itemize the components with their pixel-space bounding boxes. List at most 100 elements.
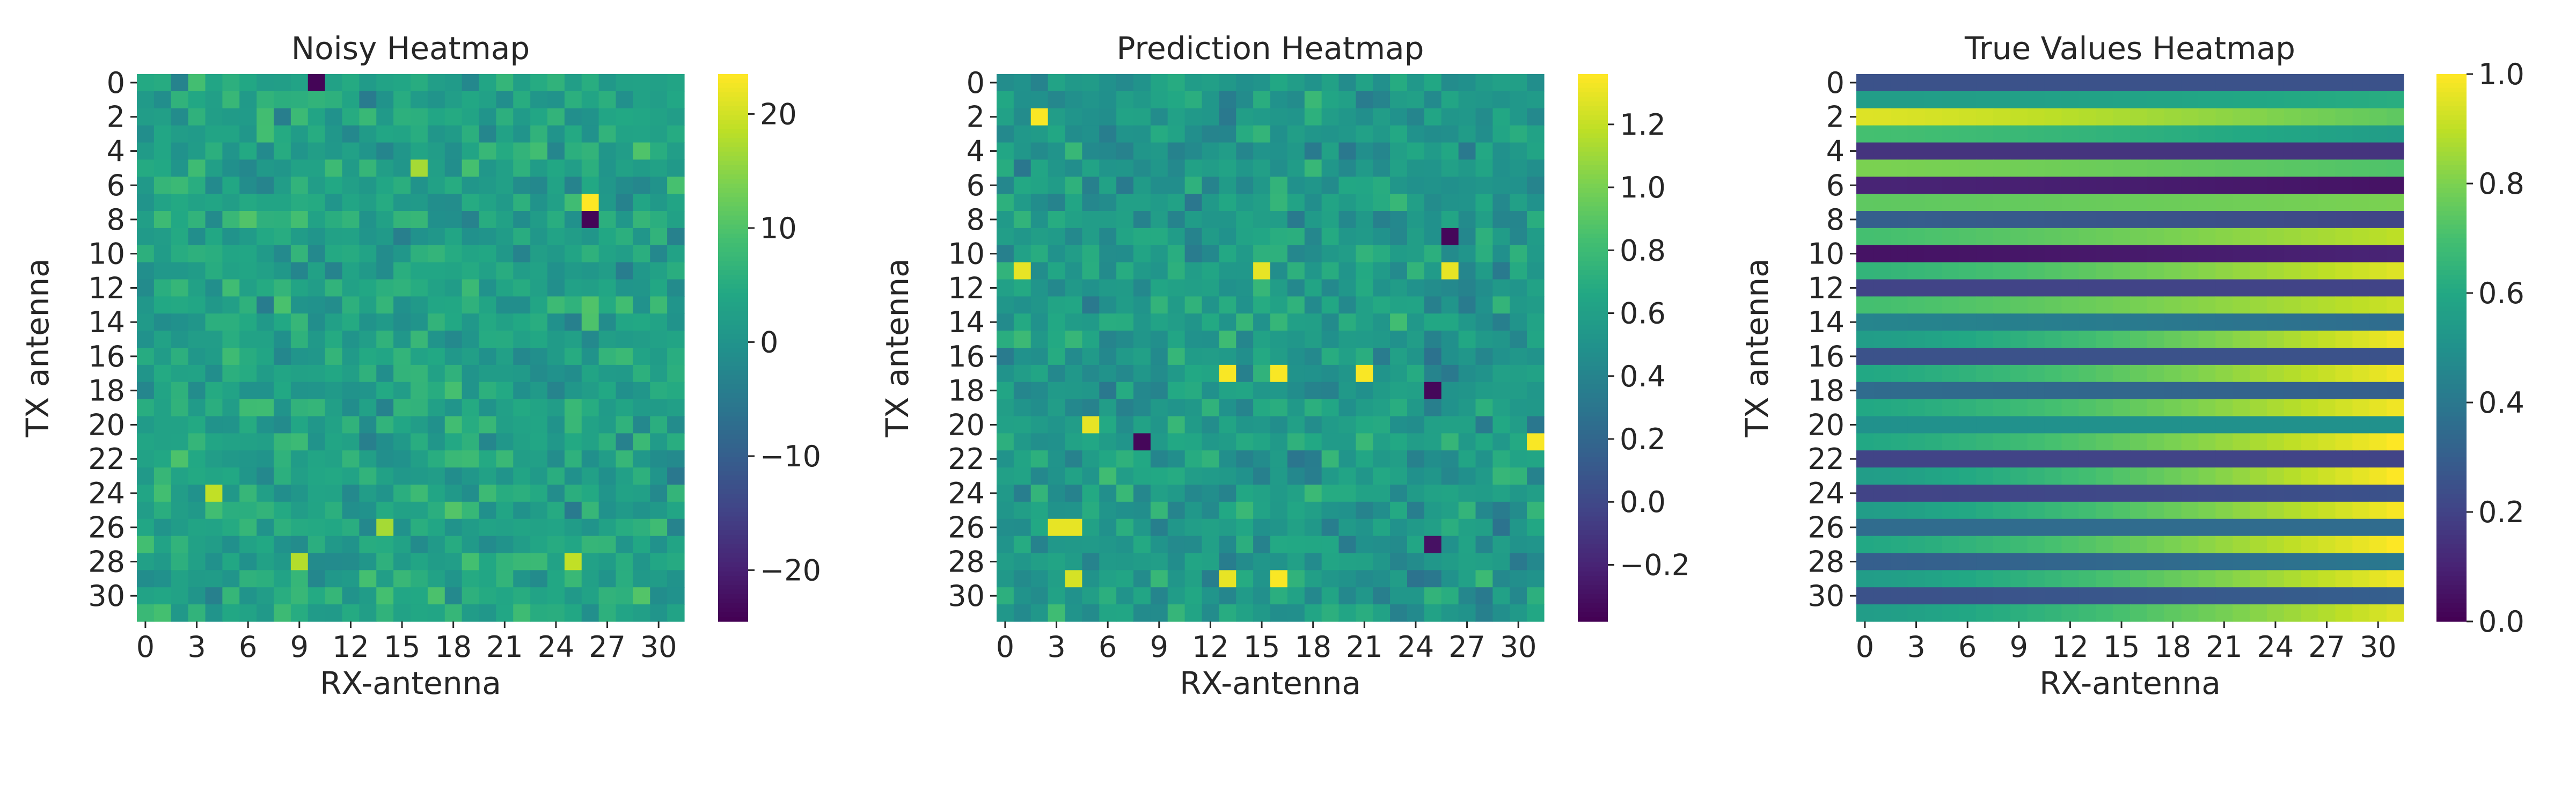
heatmap-cell [205, 553, 223, 570]
heatmap-cell [1253, 108, 1271, 126]
heatmap-cell [290, 313, 309, 331]
heatmap-cell [1321, 501, 1340, 519]
colorbar-segment [1578, 233, 1608, 239]
colorbar-segment [718, 370, 748, 376]
heatmap-cell [1407, 433, 1425, 451]
heatmap-cell [2130, 245, 2148, 263]
heatmap-cell [1441, 228, 1459, 246]
heatmap-cell [153, 279, 172, 297]
heatmap-cell [411, 74, 428, 92]
heatmap-cell [205, 364, 223, 383]
heatmap-cell [1304, 536, 1322, 554]
heatmap-cell [1390, 433, 1408, 451]
heatmap-cell [2335, 262, 2353, 280]
heatmap-cell [616, 450, 633, 468]
heatmap-cell [2267, 364, 2285, 383]
heatmap-cell [2130, 553, 2148, 570]
y-tick-label: 16 [1807, 340, 1845, 374]
y-tick-label: 18 [1807, 374, 1845, 408]
heatmap-cell [2164, 245, 2182, 263]
colorbar-segment [1578, 512, 1608, 517]
colorbar-segment [718, 193, 748, 198]
heatmap-cell [2335, 211, 2353, 229]
colorbar-segment [1578, 452, 1608, 458]
heatmap-cell [1236, 125, 1254, 143]
heatmap-cell [1184, 501, 1203, 519]
heatmap-cell [2044, 296, 2062, 314]
heatmap-cell [274, 245, 291, 263]
colorbar-segment [718, 594, 748, 599]
heatmap-cell [2010, 485, 2028, 502]
y-tick-label: 14 [948, 305, 985, 339]
colorbar-segment [718, 485, 748, 490]
heatmap-cell [2233, 364, 2250, 383]
heatmap-cell [2215, 399, 2233, 417]
heatmap-cell [1527, 604, 1545, 622]
heatmap-cell [1390, 177, 1408, 194]
heatmap-cell [633, 194, 650, 211]
heatmap-cell [2318, 416, 2336, 434]
chart-title: Prediction Heatmap [1116, 30, 1424, 67]
heatmap-cell [257, 211, 274, 229]
heatmap-cell [1527, 536, 1545, 554]
heatmap-cell [2335, 91, 2353, 109]
heatmap-cell [2387, 450, 2404, 468]
x-tick-label: 21 [2206, 630, 2243, 664]
heatmap-cell [1856, 399, 1874, 417]
heatmap-cell [376, 279, 394, 297]
heatmap-cell [1202, 108, 1219, 126]
heatmap-cell [2010, 177, 2028, 194]
heatmap-cell [1373, 331, 1391, 348]
heatmap-cell [2061, 296, 2079, 314]
heatmap-cell [1338, 570, 1356, 588]
heatmap-cell [1150, 467, 1168, 485]
heatmap-cell [2215, 74, 2233, 92]
heatmap-cell [2387, 177, 2404, 194]
colorbar-segment [2436, 443, 2467, 449]
heatmap-cell [1065, 604, 1082, 622]
heatmap-cell [1065, 331, 1082, 348]
heatmap-cell [1219, 501, 1236, 519]
heatmap-cell [2387, 108, 2404, 126]
heatmap-cell [1133, 194, 1151, 211]
heatmap-cell [257, 433, 274, 451]
heatmap-cell [1976, 485, 1994, 502]
heatmap-cell [1407, 313, 1425, 331]
heatmap-cell [325, 125, 343, 143]
heatmap-cell [1510, 364, 1527, 383]
heatmap-cell [1424, 108, 1442, 126]
heatmap-cell [137, 399, 155, 417]
heatmap-cell [2233, 142, 2250, 160]
colorbar-segment [2436, 535, 2467, 540]
heatmap-cell [598, 194, 617, 211]
heatmap-cell [2096, 587, 2113, 605]
heatmap-cell [2335, 450, 2353, 468]
heatmap-cell [1338, 279, 1356, 297]
heatmap-cell [2061, 159, 2079, 177]
heatmap-cell [564, 348, 582, 365]
heatmap-cell [1030, 313, 1049, 331]
heatmap-cell [1082, 553, 1100, 570]
heatmap-cell [171, 108, 189, 126]
heatmap-cell [2387, 604, 2404, 622]
heatmap-cell [1167, 245, 1185, 263]
heatmap-cell [2369, 518, 2387, 537]
heatmap-cell [274, 450, 291, 468]
colorbar-segment [718, 384, 748, 390]
heatmap-cell [222, 382, 240, 400]
heatmap-cell [530, 501, 548, 519]
heatmap-cell [513, 416, 531, 434]
heatmap-cell [2010, 108, 2028, 126]
heatmap-cell [308, 279, 326, 297]
heatmap-cell [1202, 570, 1219, 588]
heatmap-cell [564, 228, 582, 246]
heatmap-cell [1458, 399, 1476, 417]
heatmap-cell [496, 604, 514, 622]
heatmap-cell [1959, 142, 1977, 160]
heatmap-cell [2267, 331, 2285, 348]
y-tick-label: 6 [107, 169, 125, 202]
heatmap-cell [616, 296, 633, 314]
colorbar-segment [2436, 594, 2467, 599]
heatmap-cell [2233, 159, 2250, 177]
heatmap-cell [1510, 228, 1527, 246]
